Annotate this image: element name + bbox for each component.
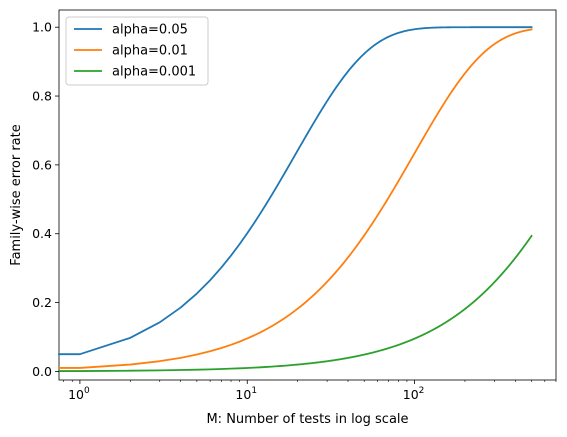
legend-label: alpha=0.05 [112, 23, 188, 38]
x-tick-label: 102 [403, 386, 425, 402]
legend-label: alpha=0.001 [112, 65, 196, 80]
x-tick-label: 100 [68, 386, 90, 402]
x-axis-title: M: Number of tests in log scale [206, 412, 408, 427]
x-axis: 100 101 102 [63, 380, 557, 402]
series-line-1 [58, 26, 533, 356]
y-axis: 0.0 0.2 0.4 0.6 0.8 1.0 [32, 20, 59, 379]
series-line-3 [58, 234, 533, 372]
y-tick-label: 0.4 [32, 226, 52, 241]
legend: alpha=0.05 alpha=0.01 alpha=0.001 [65, 16, 209, 86]
series-line-2 [58, 28, 533, 369]
y-tick-label: 1.0 [32, 20, 52, 35]
legend-label: alpha=0.01 [112, 44, 188, 59]
y-tick-label: 0.6 [32, 157, 52, 172]
axes-frame [58, 9, 557, 381]
y-axis-title: Family-wise error rate [9, 124, 24, 265]
legend-box [65, 16, 209, 86]
y-tick-label: 0.8 [32, 89, 52, 104]
y-tick-label: 0.0 [32, 364, 52, 379]
series-group [58, 26, 533, 372]
plot-frame [58, 9, 557, 381]
y-tick-label: 0.2 [32, 295, 52, 310]
x-tick-label: 101 [235, 386, 257, 402]
